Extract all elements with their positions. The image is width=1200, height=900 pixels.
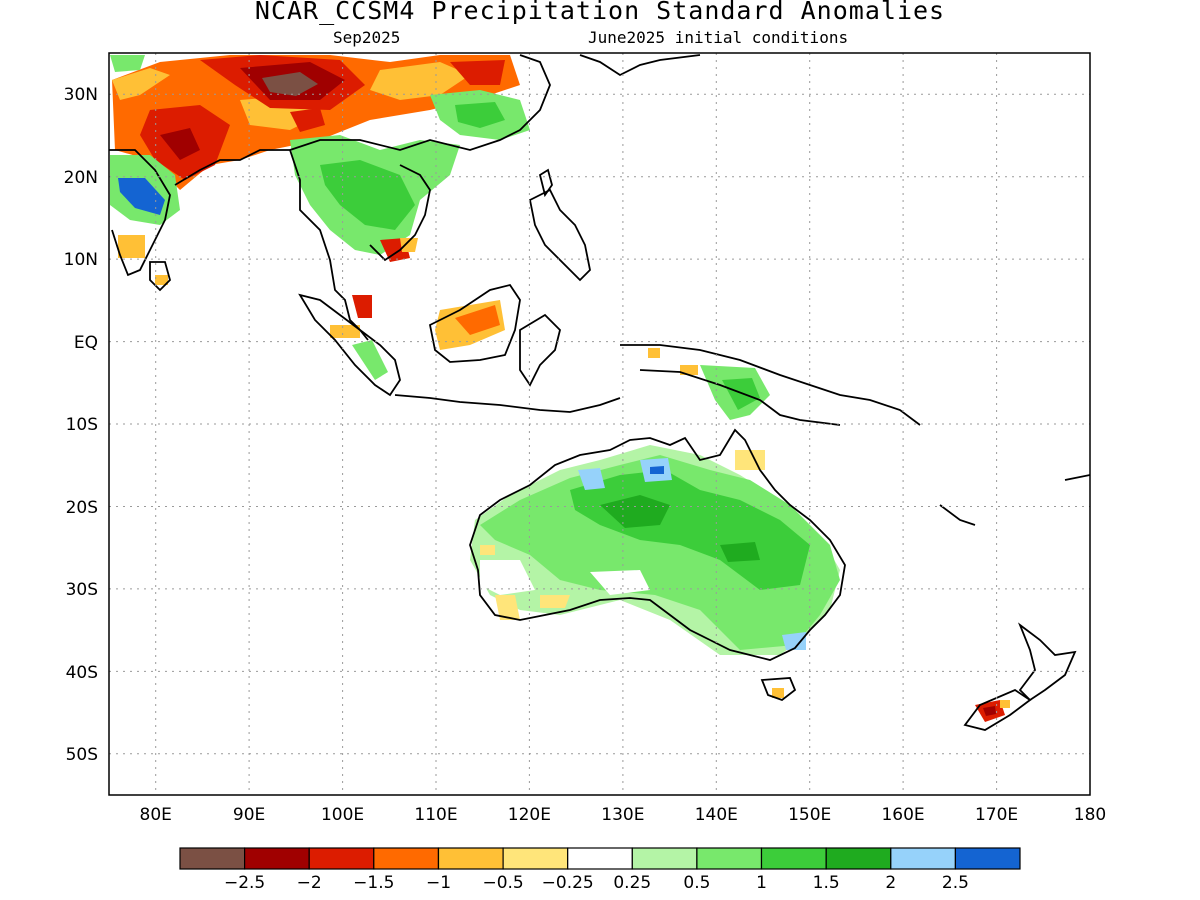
colorbar-label-6: −0.25: [542, 873, 594, 893]
lon-axis: 80E 90E 100E 110E 120E 130E 140E 150E 16…: [140, 805, 1107, 825]
lat-label-20n: 20N: [64, 168, 98, 188]
anomaly-darkred-nz: [983, 706, 996, 716]
lon-label-100e: 100E: [321, 805, 364, 825]
lat-label-30s: 30S: [66, 580, 98, 600]
lat-axis: 30N 20N 10N EQ 10S 20S 30S 40S 50S: [64, 85, 98, 765]
colorbar-label-12: 2.5: [942, 873, 969, 893]
lat-label-50s: 50S: [66, 745, 98, 765]
anomaly-lightblue-australia: [578, 468, 605, 490]
anomaly-red-malaysia: [352, 295, 372, 318]
anomaly-green-indochina2: [320, 160, 415, 230]
anomaly-orange-png2: [648, 348, 660, 358]
anomaly-yellow-australia4: [480, 545, 495, 555]
anomaly-orange-sumatra: [330, 325, 360, 338]
lat-label-10n: 10N: [64, 250, 98, 270]
lat-label-20s: 20S: [66, 498, 98, 518]
colorbar-label-5: −0.5: [482, 873, 523, 893]
anomaly-orange-vietnam: [400, 238, 418, 252]
lat-label-eq: EQ: [74, 333, 98, 353]
anomaly-yellow-australia2: [540, 595, 570, 608]
anomaly-red-north4: [290, 108, 325, 132]
colorbar-swatch-6: [502, 847, 569, 870]
initial-conditions: June2025 initial conditions: [588, 28, 849, 47]
lon-label-90e: 90E: [233, 805, 265, 825]
anomaly-yellow-australia3: [735, 450, 765, 470]
anomaly-green-china2: [455, 102, 505, 128]
colorbar-label-1: −2.5: [224, 873, 265, 893]
colorbar-label-10: 1.5: [813, 873, 840, 893]
colorbar-label-9: 1: [756, 873, 767, 893]
anomaly-blue-bengal: [118, 178, 165, 215]
colorbar-swatch-3: [308, 847, 375, 870]
colorbar-swatch-1: [179, 847, 246, 870]
anomaly-white-australia: [480, 560, 535, 595]
anomaly-darkgreen-australia2: [720, 542, 760, 562]
coastlines: [109, 54, 1090, 731]
anomaly-darkorange-borneo: [455, 305, 500, 335]
colorbar-label-2: −2: [297, 873, 322, 893]
anomaly-fields: [110, 55, 1010, 722]
colorbar: [179, 847, 1021, 870]
anomaly-orange-png: [680, 365, 698, 375]
colorbar-swatch-8: [631, 847, 698, 870]
anomaly-orange-srilanka: [118, 235, 145, 258]
colorbar-swatch-7: [567, 847, 633, 870]
anomaly-orange-nz: [1000, 700, 1010, 708]
anomaly-orange-tasmania: [772, 688, 784, 698]
anomaly-darkred-north2: [160, 128, 200, 160]
lat-label-40s: 40S: [66, 663, 98, 683]
lon-label-110e: 110E: [414, 805, 457, 825]
colorbar-swatch-12: [890, 847, 956, 870]
anomaly-green-png2: [722, 378, 760, 410]
lon-label-160e: 160E: [881, 805, 924, 825]
lon-label-80e: 80E: [140, 805, 172, 825]
colorbar-swatch-5: [437, 847, 504, 870]
lon-label-130e: 130E: [601, 805, 644, 825]
anomaly-red-north3: [450, 60, 505, 85]
anomaly-green-sumatra: [352, 340, 388, 380]
colorbar-label-7: 0.25: [613, 873, 651, 893]
colorbar-label-8: 0.5: [683, 873, 710, 893]
colorbar-swatch-2: [244, 847, 310, 870]
anomaly-blue-australia: [650, 466, 664, 474]
colorbar-label-3: −1.5: [353, 873, 394, 893]
lon-label-120e: 120E: [508, 805, 551, 825]
anomaly-lightorange-north2: [370, 62, 470, 100]
colorbar-swatch-4: [373, 847, 439, 870]
lon-label-170e: 170E: [975, 805, 1018, 825]
lon-label-150e: 150E: [788, 805, 831, 825]
anomaly-green-australia: [480, 455, 840, 650]
anomaly-darkgreen-australia: [600, 495, 670, 528]
colorbar-swatch-11: [825, 847, 892, 870]
lat-label-10s: 10S: [66, 415, 98, 435]
colorbar-swatch-10: [760, 847, 827, 870]
anomaly-lightblue-australia3: [782, 632, 806, 650]
lon-label-140e: 140E: [695, 805, 738, 825]
graticule: [109, 53, 1090, 795]
colorbar-label-4: −1: [426, 873, 451, 893]
forecast-month: Sep2025: [333, 28, 401, 47]
anomaly-orange-srilanka2: [155, 275, 168, 285]
lon-label-180: 180: [1074, 805, 1106, 825]
colorbar-swatch-13: [954, 847, 1021, 870]
anomaly-yellow-australia: [495, 595, 520, 620]
anomaly-green-misc: [110, 55, 145, 72]
anomaly-brown-north: [262, 72, 318, 96]
chart-title: NCAR_CCSM4 Precipitation Standard Anomal…: [254, 0, 946, 25]
colorbar-label-11: 2: [885, 873, 896, 893]
colorbar-labels: −2.5 −2 −1.5 −1 −0.5 −0.25 0.25 0.5 1 1.…: [224, 873, 969, 893]
map-frame: [108, 52, 1091, 796]
colorbar-swatch-9: [696, 847, 763, 870]
lat-label-30n: 30N: [64, 85, 98, 105]
